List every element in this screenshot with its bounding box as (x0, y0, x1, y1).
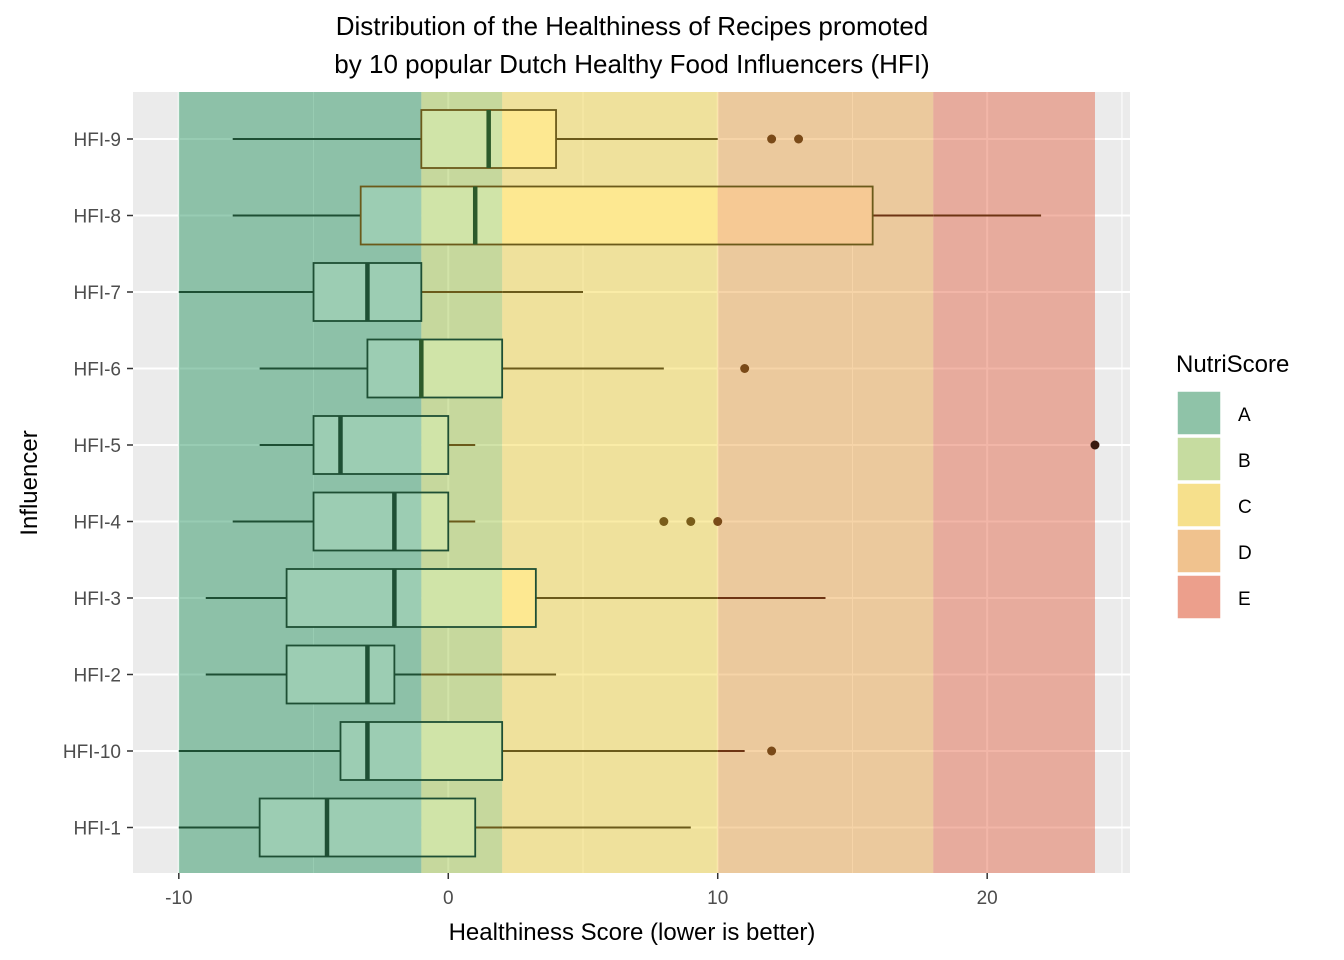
legend-key-e (1176, 574, 1222, 620)
box-fill-b (421, 416, 449, 474)
y-tick-label: HFI-8 (74, 207, 122, 228)
box-hfi-9 (232, 109, 804, 169)
y-tick-label: HFI-9 (74, 130, 122, 151)
x-tick-label: 10 (707, 888, 728, 909)
box-fill-b (421, 339, 503, 398)
y-tick-label: HFI-10 (63, 742, 121, 763)
y-tick-label: HFI-7 (74, 283, 122, 304)
y-tick-label: HFI-6 (74, 360, 122, 381)
box-fill-c (502, 186, 718, 245)
boxes-layer (178, 109, 1100, 858)
box-outline (312, 491, 450, 552)
box-outline (258, 797, 477, 858)
legend-key-d (1176, 528, 1222, 574)
y-tick-label: HFI-1 (74, 819, 122, 840)
legend: NutriScore A B C D E (1176, 351, 1289, 620)
legend-title: NutriScore (1176, 351, 1289, 378)
x-axis-title: Healthiness Score (lower is better) (449, 919, 816, 946)
box-hfi-5 (259, 415, 1100, 475)
box-hfi-3 (205, 568, 826, 628)
legend-label-e: E (1238, 589, 1251, 610)
box-hfi-8 (232, 185, 1042, 246)
y-tick-label: HFI-3 (74, 589, 122, 610)
y-tick-label: HFI-5 (74, 436, 122, 457)
box-fill-a (340, 722, 422, 780)
chart-title-line-2: by 10 popular Dutch Healthy Food Influen… (334, 49, 929, 79)
outlier-point (713, 517, 723, 526)
box-hfi-1 (178, 797, 691, 858)
box-fill-b (421, 569, 503, 627)
box-hfi-10 (178, 721, 777, 781)
box-outline (359, 185, 874, 246)
legend-label-b: B (1238, 451, 1251, 472)
box-fill-b (421, 186, 503, 245)
legend-key-b (1176, 436, 1222, 482)
box-outline (339, 721, 504, 781)
box-fill-a (286, 569, 422, 627)
box-outline (366, 338, 504, 399)
y-tick-label: HFI-4 (74, 513, 122, 534)
box-fill-a (367, 339, 422, 398)
outlier-point (767, 746, 777, 756)
outlier-point (686, 517, 696, 526)
box-hfi-2 (205, 644, 557, 705)
y-tick-label: HFI-2 (74, 666, 122, 687)
outlier-point (1090, 440, 1100, 450)
box-outline (285, 644, 396, 705)
outlier-point (794, 134, 804, 144)
box-fill-d (717, 186, 873, 245)
x-tick-label: -10 (165, 888, 192, 909)
legend-label-d: D (1238, 543, 1252, 564)
box-fill-a (313, 416, 422, 474)
box-fill-a (286, 645, 395, 704)
box-outline (312, 415, 450, 475)
box-fill-b (421, 798, 476, 857)
legend-label-c: C (1238, 497, 1252, 518)
legend-label-a: A (1238, 405, 1251, 426)
box-hfi-6 (259, 338, 750, 399)
legend-key-a (1176, 390, 1222, 436)
box-fill-b (421, 492, 449, 551)
outlier-point (659, 517, 669, 526)
axes-layer: -10 0 10 20 HFI-9 HFI-8 HFI-7 HFI-6 HFI-5 HFI-4 HF… (63, 130, 998, 909)
chart-title-line-1: Distribution of the Healthiness of Recip… (336, 11, 929, 41)
legend-key-c (1176, 482, 1222, 528)
x-tick-label: 0 (443, 888, 454, 909)
box-outline (285, 568, 537, 628)
box-fill-b (421, 722, 503, 780)
box-hfi-7 (178, 262, 583, 322)
box-fill-a (360, 186, 422, 245)
box-hfi-4 (232, 491, 723, 552)
outlier-point (767, 134, 777, 144)
box-fill-a (313, 492, 422, 551)
box-fill-a (259, 798, 422, 857)
box-fill-c (502, 110, 557, 168)
box-fill-c (502, 569, 536, 627)
x-tick-label: 20 (977, 888, 998, 909)
outlier-point (740, 364, 750, 373)
band-e (933, 92, 1095, 873)
y-axis-title: Influencer (16, 430, 43, 535)
